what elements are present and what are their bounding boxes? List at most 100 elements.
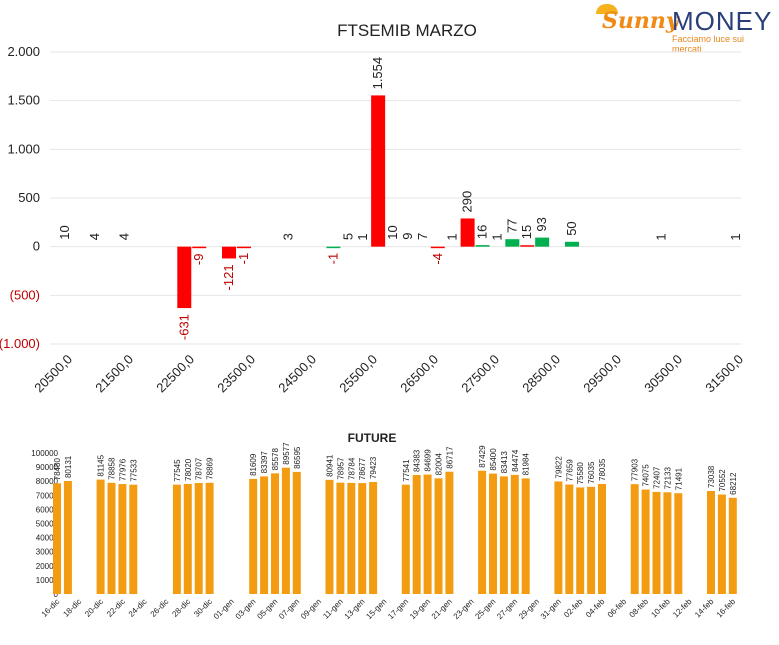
bar (118, 484, 127, 594)
x-tick-label: 27-gen (495, 597, 519, 621)
x-tick-label: 22-dic (105, 597, 127, 619)
x-tick-label: 04-feb (584, 597, 607, 620)
data-label: 77545 (173, 459, 182, 482)
bar (249, 478, 258, 594)
data-label: 50 (564, 221, 579, 235)
future-chart: FUTURE 0 10000 20000 30000 40000 50000 60000 700… (31, 431, 738, 621)
bar (260, 476, 269, 594)
data-label: 16 (475, 225, 490, 239)
y-tick-label: 500 (18, 190, 40, 205)
x-tick-label: 05-gen (255, 597, 279, 621)
data-label: 80131 (64, 455, 73, 478)
bar (236, 246, 251, 249)
x-tick-label: 28500,0 (519, 352, 563, 396)
y-tick-label: 100000 (31, 449, 58, 458)
data-label: 1 (445, 233, 460, 240)
data-label: 84383 (413, 449, 422, 472)
data-label: -1 (236, 253, 251, 265)
bar (371, 95, 386, 247)
bar (222, 246, 237, 259)
y-tick-label: 30000 (36, 548, 59, 557)
data-label: 84474 (511, 449, 520, 472)
bar (652, 491, 661, 594)
logo-tagline: Facciamo luce sui mercati (672, 34, 745, 54)
y-tick-label: 90000 (36, 463, 59, 472)
bar (475, 245, 490, 247)
x-tick-label: 25-gen (473, 597, 497, 621)
y-tick-label: 1.000 (7, 141, 40, 156)
x-tick-label: 30-dic (192, 597, 214, 619)
data-label: 68212 (729, 472, 738, 495)
x-tick-label: 14-feb (693, 597, 716, 620)
data-label: 81609 (249, 453, 258, 476)
y-tick-label: 80000 (36, 477, 59, 486)
data-label: 71491 (674, 467, 683, 490)
bar (565, 484, 574, 594)
bar (63, 481, 72, 594)
x-tick-label: 23500,0 (214, 352, 258, 396)
data-label: 89577 (282, 442, 291, 465)
data-label: 1.554 (370, 57, 385, 90)
data-label: 78707 (195, 457, 204, 480)
bar (183, 483, 192, 594)
options-chart: FTSEMIB MARZO 2.000 1.500 1.000 500 0 (500) (1.… (0, 21, 746, 395)
bar (358, 483, 367, 594)
bar (505, 239, 520, 247)
data-label: 77 (504, 219, 519, 233)
x-tick-label: 12-feb (671, 597, 694, 620)
data-label: 78869 (206, 457, 215, 480)
y-tick-label: (500) (10, 287, 40, 302)
data-label: 72407 (653, 466, 662, 489)
x-tick-label: 29-gen (517, 597, 541, 621)
data-label: 85578 (271, 448, 280, 471)
x-tick-label: 25500,0 (336, 352, 380, 396)
bar (129, 484, 138, 594)
x-tick-label: 19-gen (408, 597, 432, 621)
y-tick-label: 2.000 (7, 44, 40, 59)
y-tick-label: 0 (33, 239, 40, 254)
x-tick-label: 11-gen (321, 597, 345, 621)
data-label: 15 (519, 225, 534, 239)
bar (423, 474, 432, 594)
x-tick-label: 23-gen (452, 597, 476, 621)
data-label: 78957 (336, 457, 345, 480)
data-label: 290 (460, 191, 475, 213)
data-label: 86595 (293, 446, 302, 469)
bar (401, 484, 410, 594)
y-tick-label: 0 (54, 590, 59, 599)
logo-brand-part1: Sunny (602, 8, 679, 34)
bar (434, 478, 443, 594)
bar (445, 471, 454, 594)
bar (430, 246, 445, 249)
bar (53, 483, 61, 594)
x-tick-label: 02-feb (562, 597, 585, 620)
bar (271, 473, 279, 594)
bar (412, 475, 421, 594)
data-label: 85400 (489, 448, 498, 471)
data-label: 4 (87, 233, 102, 240)
data-label: 81145 (97, 454, 106, 476)
data-label: 83397 (260, 451, 269, 474)
data-label: -9 (191, 254, 206, 266)
data-label: -121 (221, 264, 236, 290)
data-label: 78677 (358, 457, 367, 480)
data-label: 77903 (631, 458, 640, 481)
x-tick-label: 01-gen (212, 597, 236, 621)
bar (478, 470, 487, 594)
y-tick-label: 10000 (36, 576, 59, 585)
data-label: 82004 (435, 453, 444, 476)
chart-title: FTSEMIB MARZO (337, 21, 477, 40)
data-label: 78784 (347, 457, 356, 480)
data-label: 9 (400, 233, 415, 240)
bar (587, 486, 596, 594)
data-label: 84699 (424, 449, 433, 472)
x-tick-label: 29500,0 (580, 352, 624, 396)
y-tick-label: 60000 (36, 505, 59, 514)
data-label: -4 (430, 253, 445, 265)
bar (598, 483, 606, 594)
x-tick-label: 09-gen (299, 597, 323, 621)
data-label: 73038 (707, 465, 716, 488)
x-tick-label: 24-dic (127, 597, 149, 619)
data-label: 77541 (402, 459, 411, 482)
bar (663, 492, 672, 594)
